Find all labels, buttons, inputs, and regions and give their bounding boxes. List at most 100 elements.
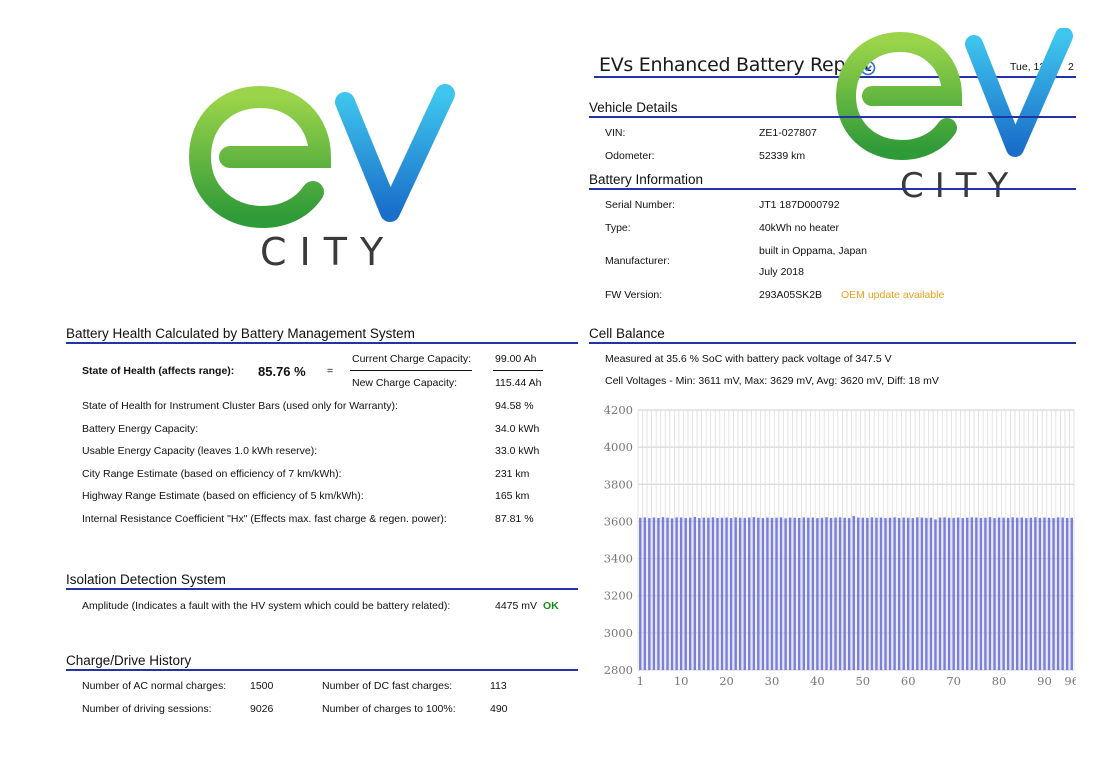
chart-bar [961,518,964,670]
health-row-value: 34.0 kWh [495,423,540,435]
chart-bar [947,517,951,670]
health-row-label: City Range Estimate (based on efficiency… [82,468,342,480]
odometer-value: 52339 km [759,150,806,162]
current-capacity-label: Current Charge Capacity: [352,353,472,365]
chart-bar [752,517,756,670]
chart-bar [893,517,896,670]
chart-bar [934,519,937,670]
health-row-label: Usable Energy Capacity (leaves 1.0 kWh r… [82,445,318,457]
chart-bar [639,517,642,670]
chart-bar [857,517,860,670]
chart-bar [1038,517,1042,670]
chart-bar [1020,517,1024,670]
fw-update-link[interactable]: OEM update available [841,289,945,301]
ev-logo-icon [835,27,1073,161]
isolation-status-badge: OK [543,600,559,612]
chart-bar [670,518,674,670]
cell-voltages-text: Cell Voltages - Min: 3611 mV, Max: 3629 … [605,375,939,387]
chart-bar [657,517,660,670]
chart-bar [906,517,910,670]
fraction-rule-values [493,370,543,371]
chart-bar [711,517,715,670]
chart-bar [884,518,887,670]
chart-bar [1065,517,1069,670]
chart-y-tick-label: 3800 [604,477,633,491]
chart-bar [788,517,792,670]
chart-x-tick-label: 50 [855,674,870,688]
chart-x-tick-label: 70 [946,674,961,688]
battery-info-rule [589,188,1076,190]
soh-label: State of Health (affects range): [82,365,235,377]
chart-bar [997,517,1001,670]
chart-bar [816,518,819,670]
ev-logo-icon [188,84,455,229]
chart-bar [897,517,901,670]
chart-bar [984,517,987,670]
chart-y-tick-label: 4200 [604,403,633,417]
chart-bar [738,517,742,670]
chart-bar [693,516,697,670]
battery-health-heading: Battery Health Calculated by Battery Man… [66,326,415,341]
chart-x-tick-label: 80 [992,674,1007,688]
chart-bar [797,517,801,670]
chart-bar [975,517,978,670]
chart-bar [911,518,915,670]
vehicle-details-heading: Vehicle Details [589,100,678,115]
cell-balance-rule [589,342,1076,344]
chart-bar [838,517,842,670]
chart-bar [779,517,783,670]
chart-y-ticks: 2800 3000 3200 3400 3600 3800 4000 4200 [604,403,633,677]
chart-bar [802,517,806,670]
chart-bar [734,517,737,670]
driving-sessions-label: Number of driving sessions: [82,703,212,715]
chart-bar [743,517,746,670]
chart-bar [1029,517,1033,670]
report-date-suffix: 2 [1068,61,1074,73]
chart-bar [847,518,851,670]
ac-charges-label: Number of AC normal charges: [82,680,227,692]
chart-x-ticks: 1 10 20 30 40 50 60 70 80 90 96 [637,674,1076,688]
chart-bar [784,518,787,670]
chart-bar [920,517,924,670]
chart-bar [938,517,942,670]
chart-bar [684,517,687,670]
chart-bar [729,518,733,670]
chart-bar [770,517,774,670]
chart-bar [675,517,678,670]
chart-bar [707,517,710,670]
full-charges-value: 490 [490,703,508,715]
battery-info-heading: Battery Information [589,172,704,187]
chart-bar [757,517,760,670]
chart-bar [1006,517,1010,670]
battery-health-rule [66,342,578,344]
chart-bar [852,516,855,670]
chart-bar [807,517,810,670]
chart-bar [966,517,969,670]
serial-label: Serial Number: [605,199,676,211]
logo-city-text: CITY [900,166,1020,206]
health-row-value: 94.58 % [495,400,534,412]
chart-bar [888,517,892,670]
chart-bar [825,517,828,670]
chart-y-tick-label: 2800 [604,663,633,677]
chart-bar [829,517,833,670]
health-row-label: Battery Energy Capacity: [82,423,199,435]
vin-value: ZE1-027807 [759,127,817,139]
chart-bar [988,517,992,670]
history-heading: Charge/Drive History [66,653,192,668]
health-row-label: Highway Range Estimate (based on efficie… [82,490,364,502]
chart-bar [916,517,919,670]
chart-bar [1034,517,1037,670]
cell-balance-heading: Cell Balance [589,326,665,341]
fraction-rule [350,370,472,371]
chart-bar [820,517,824,670]
chart-bar [698,518,701,670]
chart-x-tick-label: 90 [1037,674,1052,688]
chart-bar [811,517,815,670]
chart-bar [834,517,837,670]
health-row-label: Internal Resistance Coefficient "Hx" (Ef… [82,513,447,525]
chart-bar [1052,518,1055,670]
chart-x-tick-label: 1 [637,674,644,688]
chart-bar [1025,518,1028,670]
chart-bar [666,517,669,670]
